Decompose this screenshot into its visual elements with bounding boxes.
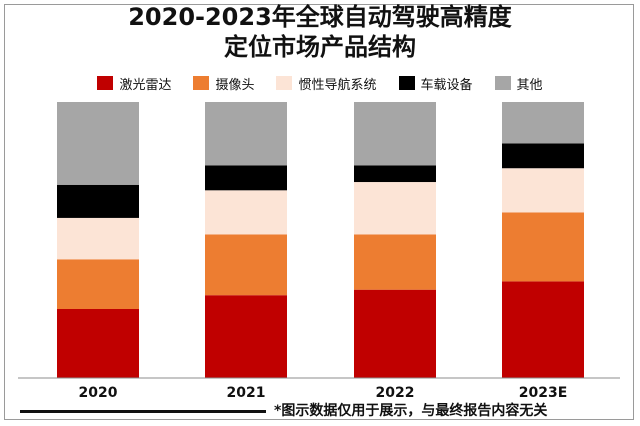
legend-item-lidar: 激光雷达 [97, 72, 171, 94]
bar-segment-2021-2 [205, 190, 287, 235]
legend-swatch-camera [193, 76, 210, 90]
bar-segment-2023E-1 [502, 212, 584, 282]
legend-item-vehicle-device: 车载设备 [398, 72, 473, 94]
legend-swatch-vehicle-device [398, 76, 415, 90]
bottom-rule [20, 410, 266, 413]
chart-title: 2020-2023年全球自动驾驶高精度 定位市场产品结构 [0, 2, 640, 62]
title-line-1: 2020-2023年全球自动驾驶高精度 [128, 3, 512, 31]
bar-segment-2023E-4 [502, 102, 584, 144]
bar-segment-2021-4 [205, 102, 287, 166]
bar-segment-2022-0 [354, 289, 436, 378]
bar-segment-2020-0 [57, 309, 139, 378]
x-tick-label-2020: 2020 [79, 385, 118, 401]
x-tick-label-2023E: 2023E [519, 385, 568, 401]
legend-swatch-other [494, 76, 511, 90]
bar-segment-2020-3 [57, 184, 139, 218]
bar-segment-2022-4 [354, 102, 436, 166]
bar-segment-2020-2 [57, 217, 139, 260]
legend-label-other: 其他 [516, 77, 543, 93]
bar-segment-2023E-3 [502, 143, 584, 169]
legend-swatch-ins [276, 76, 293, 90]
bar-segment-2021-1 [205, 234, 287, 296]
x-tick-label-2021: 2021 [227, 385, 266, 401]
x-tick-label-2022: 2022 [376, 385, 415, 401]
bar-segment-2021-3 [205, 165, 287, 191]
bar-segment-2023E-0 [502, 281, 584, 378]
bar-segment-2020-1 [57, 259, 139, 309]
bar-segment-2022-2 [354, 182, 436, 235]
legend: 激光雷达 摄像头 惯性导航系统 车载设备 其他 [0, 72, 640, 94]
legend-item-other: 其他 [494, 72, 543, 94]
legend-label-ins: 惯性导航系统 [298, 77, 377, 93]
legend-swatch-lidar [97, 76, 114, 90]
legend-item-ins: 惯性导航系统 [276, 72, 377, 94]
legend-label-vehicle-device: 车载设备 [420, 77, 473, 93]
bar-segment-2022-3 [354, 165, 436, 183]
legend-label-camera: 摄像头 [215, 77, 255, 93]
bar-segment-2023E-2 [502, 168, 584, 213]
footnote: *图示数据仅用于展示，与最终报告内容无关 [274, 403, 548, 419]
legend-label-lidar: 激光雷达 [119, 77, 172, 93]
bar-segment-2020-4 [57, 102, 139, 185]
title-line-2: 定位市场产品结构 [224, 33, 416, 61]
bar-segment-2022-1 [354, 234, 436, 290]
bar-segment-2021-0 [205, 295, 287, 378]
legend-item-camera: 摄像头 [193, 72, 254, 94]
